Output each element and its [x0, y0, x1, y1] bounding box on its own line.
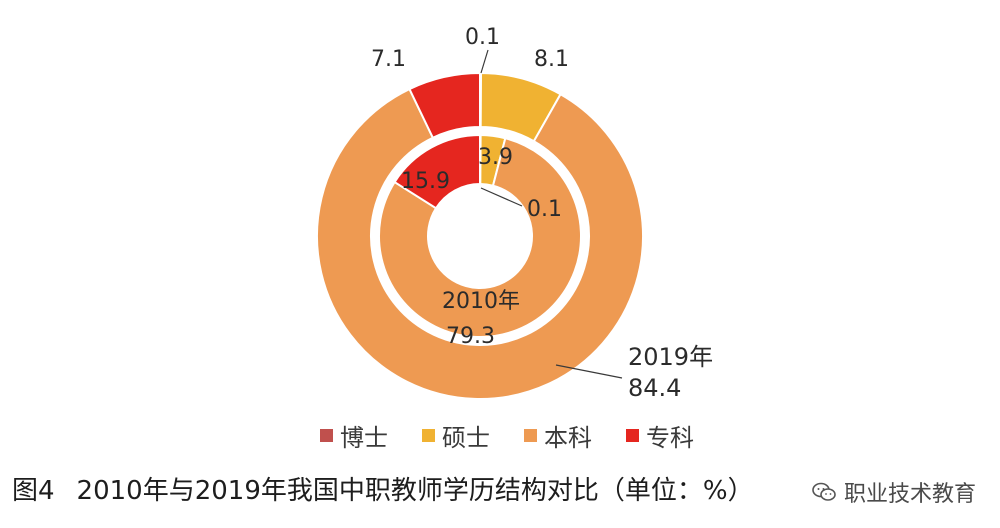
- label-2019-master: 8.1: [534, 47, 569, 72]
- chart-legend: 博士 硕士 本科 专科: [320, 418, 694, 453]
- legend-item-master: 硕士: [422, 418, 490, 453]
- slice-2019-junior: [408, 71, 481, 140]
- legend-item-bachelor: 本科: [524, 418, 592, 453]
- legend-label-doctor: 博士: [340, 424, 388, 452]
- leader-2010-doctor: [480, 187, 523, 207]
- legend-swatch-doctor: [320, 429, 333, 442]
- label-2019-bachelor: 84.4: [628, 374, 681, 402]
- watermark: 职业技术教育: [812, 476, 976, 508]
- outer-ring-2019: [316, 71, 644, 400]
- legend-label-bachelor: 本科: [544, 424, 592, 452]
- leader-2019-bachelor: [555, 364, 623, 379]
- label-2010-doctor: 0.1: [527, 197, 562, 222]
- slice-2010-bachelor: [378, 137, 582, 338]
- label-2010-junior: 15.9: [401, 169, 450, 194]
- label-2010-name: 2010年: [442, 289, 520, 314]
- legend-swatch-bachelor: [524, 429, 537, 442]
- leader-lines: [480, 49, 623, 379]
- label-2019-name: 2019年: [628, 343, 713, 371]
- label-2010-master: 3.9: [478, 145, 513, 170]
- legend-label-master: 硕士: [442, 424, 490, 452]
- legend-swatch-master: [422, 429, 435, 442]
- figure-caption: 图4 2010年与2019年我国中职教师学历结构对比（单位：%）: [12, 470, 754, 507]
- inner-ring-2010: [378, 133, 582, 338]
- legend-swatch-junior: [626, 429, 639, 442]
- slice-2019-bachelor: [316, 87, 644, 400]
- label-2019-junior: 7.1: [371, 47, 406, 72]
- label-2010-bachelor: 79.3: [446, 324, 495, 349]
- caption-text: 2010年与2019年我国中职教师学历结构对比（单位：%）: [76, 476, 754, 506]
- wechat-icon: [812, 482, 836, 501]
- legend-item-junior: 专科: [626, 418, 694, 453]
- legend-item-doctor: 博士: [320, 418, 388, 453]
- watermark-text: 职业技术教育: [844, 482, 977, 507]
- figure-number: 图4: [12, 476, 55, 506]
- leader-2019-doctor: [480, 49, 489, 74]
- slice-2010-junior: [393, 133, 481, 210]
- label-2019-doctor: 0.1: [465, 25, 500, 50]
- legend-label-junior: 专科: [646, 424, 694, 452]
